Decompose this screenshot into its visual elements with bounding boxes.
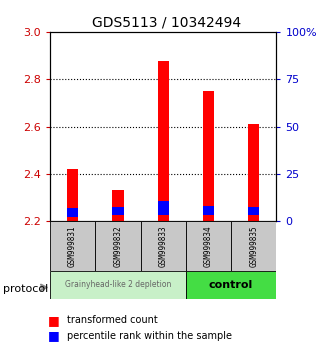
Text: GDS5113 / 10342494: GDS5113 / 10342494 (92, 16, 241, 30)
Text: GSM999835: GSM999835 (249, 225, 258, 267)
Bar (112, 207, 124, 215)
Text: ■: ■ (47, 329, 59, 342)
Bar (67, 169, 78, 221)
Bar (67, 208, 78, 217)
Text: protocol: protocol (3, 284, 49, 293)
Bar (248, 124, 259, 221)
Text: GSM999832: GSM999832 (113, 225, 123, 267)
Bar (186, 271, 276, 299)
Bar (203, 206, 214, 215)
Bar (112, 190, 124, 221)
Bar (158, 201, 169, 215)
Text: GSM999834: GSM999834 (204, 225, 213, 267)
Text: GSM999831: GSM999831 (68, 225, 77, 267)
Bar (203, 91, 214, 221)
Text: control: control (209, 280, 253, 290)
Bar (50, 271, 186, 299)
Bar (95, 221, 141, 271)
Bar (158, 62, 169, 221)
Text: percentile rank within the sample: percentile rank within the sample (67, 331, 231, 341)
Text: GSM999833: GSM999833 (159, 225, 168, 267)
Bar (141, 221, 186, 271)
Text: ■: ■ (47, 314, 59, 327)
Text: Grainyhead-like 2 depletion: Grainyhead-like 2 depletion (65, 280, 171, 290)
Bar (186, 221, 231, 271)
Bar (50, 221, 95, 271)
Bar (231, 221, 276, 271)
Text: transformed count: transformed count (67, 315, 158, 325)
Bar (248, 207, 259, 215)
